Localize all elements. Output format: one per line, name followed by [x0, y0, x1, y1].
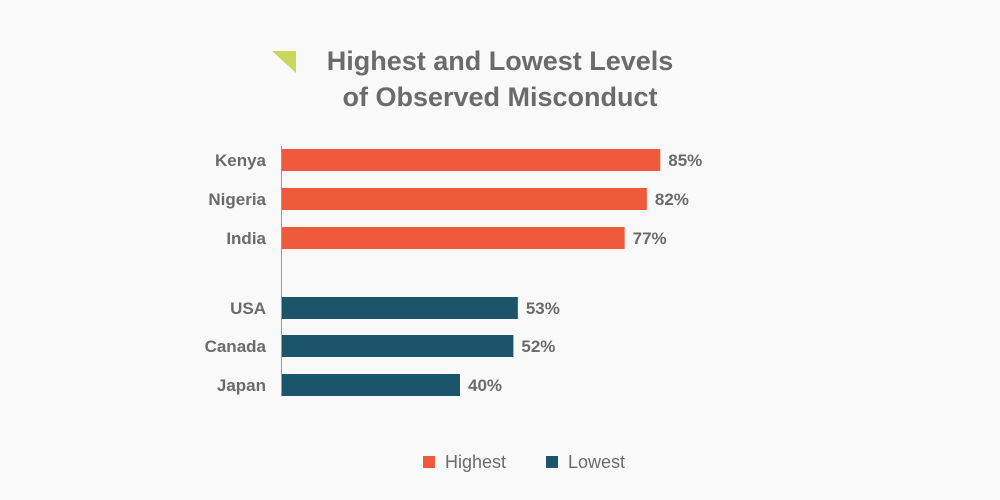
category-label-india: India	[226, 229, 266, 248]
value-label-india: 77%	[633, 229, 667, 248]
legend-label-highest: Highest	[445, 452, 506, 472]
bar-japan	[282, 374, 460, 396]
value-label-nigeria: 82%	[655, 190, 689, 209]
triangle-marker-icon	[272, 51, 296, 73]
value-label-japan: 40%	[468, 376, 502, 395]
category-label-nigeria: Nigeria	[208, 190, 266, 209]
category-label-japan: Japan	[217, 376, 266, 395]
value-label-kenya: 85%	[668, 151, 702, 170]
bar-india	[282, 227, 625, 249]
category-label-usa: USA	[230, 299, 266, 318]
bar-kenya	[282, 149, 661, 171]
bar-nigeria	[282, 188, 647, 210]
value-label-usa: 53%	[526, 299, 560, 318]
value-label-canada: 52%	[521, 337, 555, 356]
bar-usa	[282, 297, 518, 319]
bar-canada	[282, 335, 514, 357]
legend-label-lowest: Lowest	[568, 452, 625, 472]
category-label-kenya: Kenya	[215, 151, 267, 170]
legend-swatch-lowest	[546, 456, 558, 468]
category-label-canada: Canada	[205, 337, 267, 356]
chart-title-line-2: of Observed Misconduct	[342, 82, 657, 112]
chart-title-line-1: Highest and Lowest Levels	[327, 46, 674, 76]
legend-swatch-highest	[423, 456, 435, 468]
legend: Highest Lowest	[423, 452, 625, 472]
bars-layer: Kenya 85% Nigeria 82% India 77% USA 53% Canada 52…	[205, 149, 702, 396]
